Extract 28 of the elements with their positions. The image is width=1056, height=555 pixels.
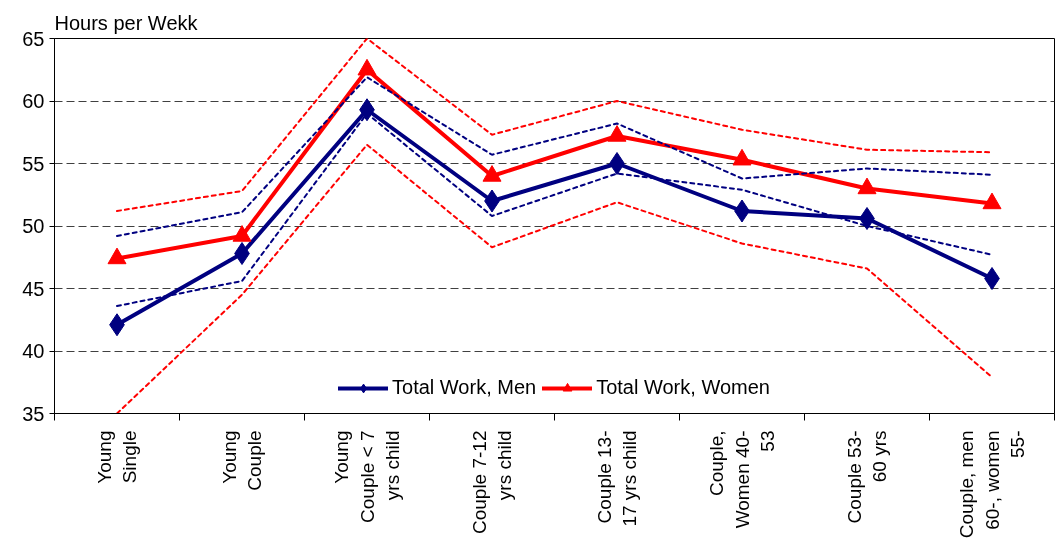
y-tick-label: 55	[22, 152, 45, 175]
x-tick-label: Couple 7-12 yrs child	[468, 430, 516, 535]
x-tick-label: Young Couple < 7 yrs child	[331, 430, 403, 523]
point	[607, 125, 627, 142]
line-series	[116, 143, 993, 414]
y-axis-title: Hours per Wekk	[54, 11, 199, 34]
point	[857, 177, 877, 195]
legend-label: Total Work, Men	[392, 376, 537, 399]
x-tick-label: Young Single	[93, 430, 141, 484]
x-tick-label: Couple 13-17 yrs child	[593, 430, 641, 527]
x-tick-label: Couple, men 60-, women 55-	[956, 430, 1028, 539]
point	[357, 58, 377, 76]
point	[107, 247, 127, 265]
y-tick-label: 65	[22, 27, 45, 50]
y-tick-label: 40	[22, 340, 45, 362]
x-tick-label: Young Couple	[218, 430, 266, 491]
point	[232, 225, 252, 242]
point	[982, 192, 1002, 210]
point	[482, 165, 502, 182]
point	[732, 148, 752, 166]
y-tick-label: 60	[22, 90, 45, 112]
line-series	[116, 38, 993, 212]
y-tick-label: 35	[22, 402, 45, 425]
y-tick-label: 45	[22, 277, 45, 300]
x-tick-label: Couple, Women 40-53	[706, 430, 778, 529]
legend-label: Total Work, Women	[596, 376, 770, 399]
x-tick-label: Couple 53-60 yrs	[843, 430, 891, 524]
y-tick-label: 50	[22, 215, 45, 237]
